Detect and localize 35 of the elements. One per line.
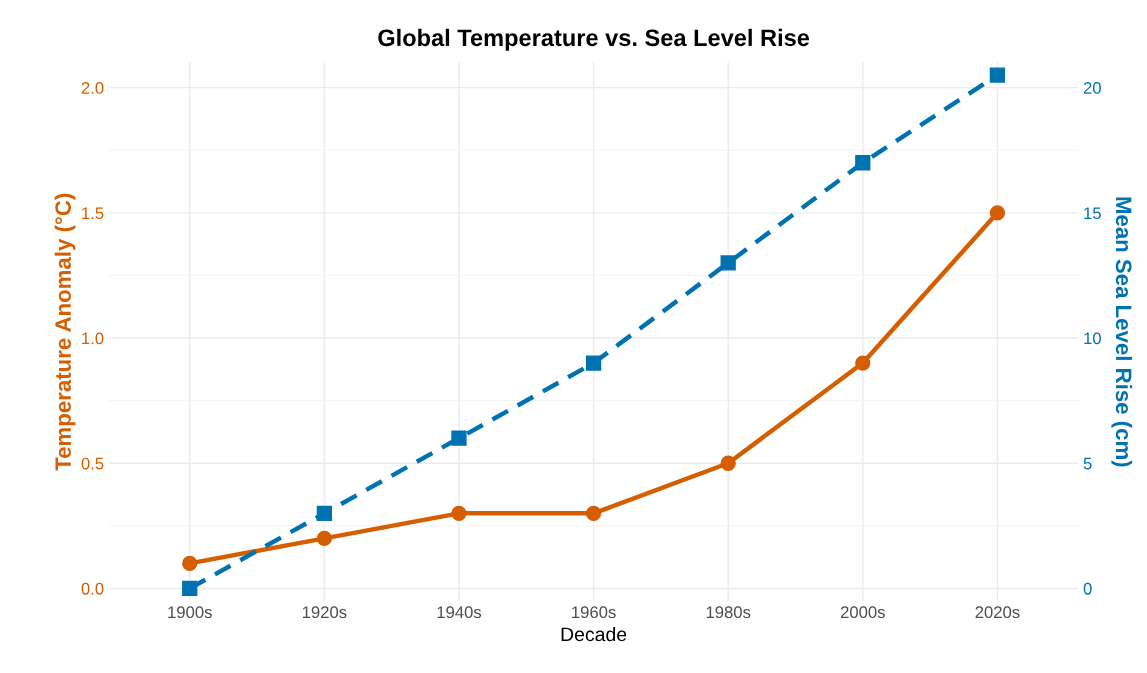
point	[316, 505, 332, 521]
x-tick-label: 1980s	[706, 606, 751, 619]
point	[720, 455, 736, 471]
point	[585, 355, 602, 371]
y2-tick-label: 20	[1083, 82, 1101, 94]
y-tick-label: 0.5	[81, 457, 104, 470]
x-tick-label: 1920s	[302, 606, 347, 619]
point	[855, 355, 871, 371]
x-tick-label: 2020s	[975, 606, 1020, 619]
y2-tick-label: 10	[1084, 332, 1101, 345]
x-tick-label: 1900s	[168, 606, 212, 619]
point	[720, 255, 736, 271]
y2-tick-label: 15	[1084, 207, 1101, 220]
point	[989, 205, 1006, 221]
x-axis-title: Decade	[561, 626, 627, 642]
x-tick-label: 1960s	[572, 606, 616, 619]
point	[451, 430, 467, 446]
point	[182, 555, 198, 572]
point	[316, 530, 332, 547]
y-tick-label: 1.0	[82, 332, 104, 345]
point	[182, 580, 198, 597]
x-tick-label: 2000s	[840, 606, 885, 619]
y2-axis-title: Mean Sea Level Rise (cm)	[1111, 197, 1133, 467]
point	[585, 505, 602, 521]
chart-title: Global Temperature vs. Sea Level Rise	[378, 28, 810, 51]
point	[855, 155, 871, 171]
y2-tick-label: 5	[1083, 457, 1092, 470]
point	[989, 67, 1006, 83]
y-axis-title: Temperature Anomaly (°C)	[54, 193, 76, 471]
point	[451, 505, 467, 521]
y-tick-label: 1.5	[82, 207, 104, 220]
y2-tick-label: 0	[1083, 582, 1092, 595]
y-tick-label: 0.0	[81, 582, 104, 595]
y-tick-label: 2.0	[81, 82, 104, 94]
x-tick-label: 1940s	[437, 606, 482, 619]
